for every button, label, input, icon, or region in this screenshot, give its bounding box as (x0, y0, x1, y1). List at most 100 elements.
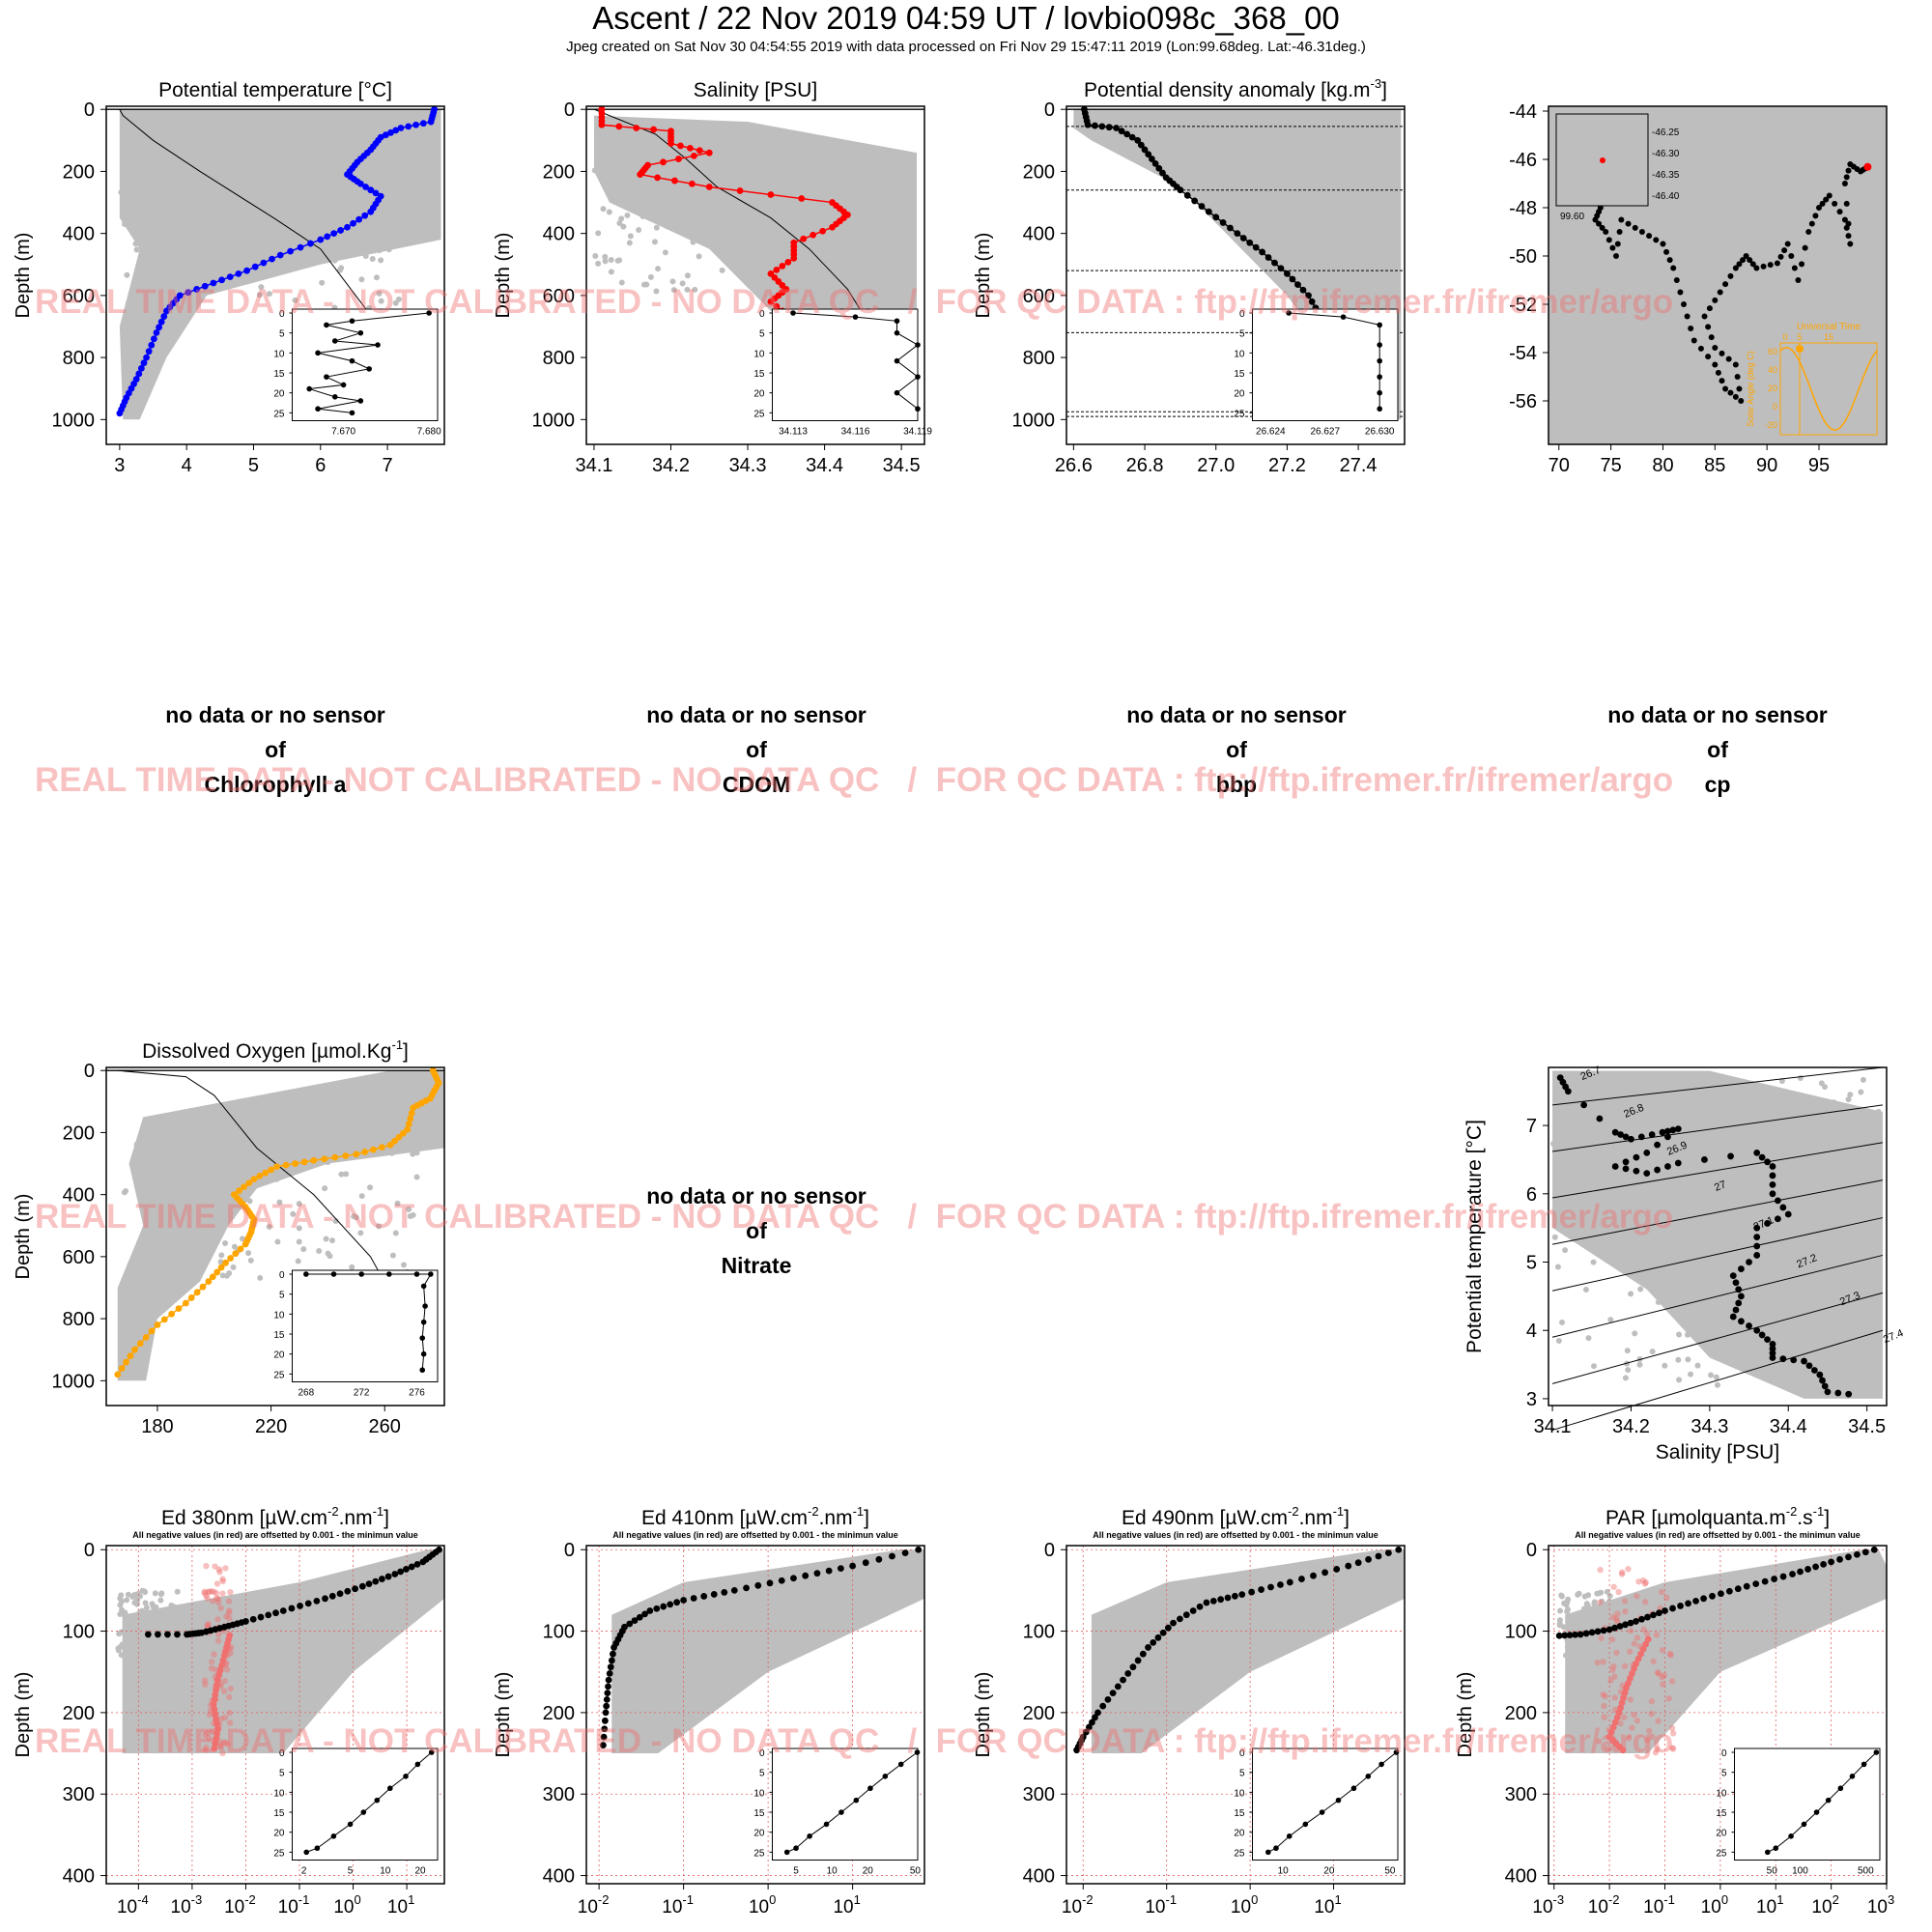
inset-y-tick-label: 15 (753, 1808, 765, 1819)
inset-point (375, 342, 381, 348)
climatology-dot (1612, 1640, 1619, 1647)
data-point (1789, 1571, 1796, 1577)
data-point (1252, 243, 1260, 251)
plot-frame (1548, 1066, 1888, 1406)
ts-point (1753, 1149, 1761, 1156)
y-tick-label: 1000 (532, 410, 576, 431)
climatology-dot (339, 237, 346, 243)
negative-value-cloud (221, 1677, 228, 1685)
x-tick-label: 27.0 (1197, 455, 1235, 476)
data-point (600, 1742, 607, 1749)
climatology-dot (895, 272, 901, 279)
data-point (408, 1109, 415, 1117)
data-point (1227, 224, 1234, 232)
ts-point (1834, 1389, 1842, 1397)
negative-value-cloud (1615, 1588, 1622, 1596)
climatology-dot (1595, 1139, 1602, 1146)
climatology-dot (364, 225, 371, 232)
data-point (1089, 1719, 1095, 1726)
negative-value-cloud (225, 1609, 233, 1616)
negative-value-cloud (219, 1577, 227, 1585)
climatology-dot (1632, 1330, 1638, 1337)
climatology-dot (1827, 1142, 1833, 1149)
data-point (686, 144, 694, 152)
data-point (1284, 270, 1291, 277)
climatology-dot (1582, 1605, 1589, 1611)
climatology-dot (1626, 1639, 1633, 1646)
inset-point (420, 1319, 427, 1325)
negative-value-cloud (223, 1613, 230, 1620)
negative-value-cloud (1650, 1658, 1657, 1665)
inset-y-tick-label: 10 (273, 1788, 285, 1799)
climatology-dot (787, 226, 794, 233)
climatology-dot (296, 1238, 302, 1245)
climatology-dot (837, 281, 843, 288)
negative-value-cloud (206, 1588, 213, 1596)
data-point (184, 1631, 190, 1638)
inset-point (347, 1821, 354, 1828)
climatology-dot (349, 1264, 355, 1270)
negative-value-cloud (204, 1622, 211, 1629)
climatology-dot (133, 1616, 140, 1623)
inset-x-tick-label: 50 (1384, 1866, 1396, 1877)
data-point (378, 1144, 385, 1151)
climatology-dot (1605, 1079, 1612, 1086)
climatology-dot (218, 1252, 225, 1259)
climatology-dot (1596, 1590, 1603, 1597)
negative-value-cloud (1634, 1718, 1641, 1724)
climatology-dot (263, 204, 270, 211)
negative-value-cloud (1635, 1578, 1642, 1585)
climatology-dot (276, 1199, 283, 1206)
data-point (367, 186, 375, 194)
climatology-dot (212, 157, 218, 164)
trajectory-point (1799, 261, 1805, 268)
x-tick-label: 34.2 (1612, 1416, 1650, 1437)
data-point (276, 251, 284, 259)
data-point (778, 1577, 785, 1584)
trajectory-point (1613, 253, 1619, 259)
negative-value-cloud (1600, 1690, 1606, 1698)
data-point (292, 1160, 298, 1167)
climatology-dot (153, 1649, 159, 1656)
climatology-dot (653, 288, 660, 295)
negative-value-cloud (204, 1595, 211, 1602)
data-point (213, 1730, 220, 1738)
climatology-dot (1719, 1345, 1725, 1351)
climatology-dot (158, 1590, 165, 1597)
trajectory-point (1677, 289, 1684, 296)
trajectory-point (1774, 260, 1780, 267)
chart-title: Salinity [PSU] (694, 79, 817, 101)
ts-point (1753, 1242, 1761, 1250)
climatology-dot (803, 221, 810, 228)
climatology-dot (670, 287, 677, 294)
inset-point (422, 1303, 428, 1309)
inset-y-tick-label: 10 (753, 1788, 765, 1799)
data-point (1286, 1578, 1293, 1586)
no-data-of: of (1707, 737, 1728, 762)
inset-point (414, 1761, 421, 1768)
data-point (331, 1153, 339, 1161)
inset-frame (1252, 308, 1399, 421)
climatology-dot (231, 1243, 238, 1250)
inset-x-tick-label: 34.119 (903, 427, 932, 438)
trajectory-point (1632, 224, 1638, 231)
data-point (213, 1720, 220, 1728)
climatology-dot (1748, 1265, 1755, 1272)
climatology-dot (690, 239, 696, 245)
climatology-dot (1565, 1596, 1572, 1603)
negative-value-cloud (1667, 1652, 1674, 1659)
data-point (317, 236, 325, 243)
trajectory-point (1653, 237, 1660, 243)
negative-value-cloud (203, 1592, 210, 1600)
data-point (1616, 1623, 1624, 1630)
ts-point (1674, 1159, 1682, 1167)
negative-value-cloud (221, 1714, 229, 1721)
climatology-dot (296, 1225, 302, 1232)
data-point (1150, 1638, 1157, 1646)
negative-value-cloud (1618, 1571, 1626, 1577)
data-point (212, 1690, 219, 1698)
data-point (626, 1620, 634, 1628)
climatology-dot (194, 267, 201, 273)
inset-point (331, 338, 338, 344)
